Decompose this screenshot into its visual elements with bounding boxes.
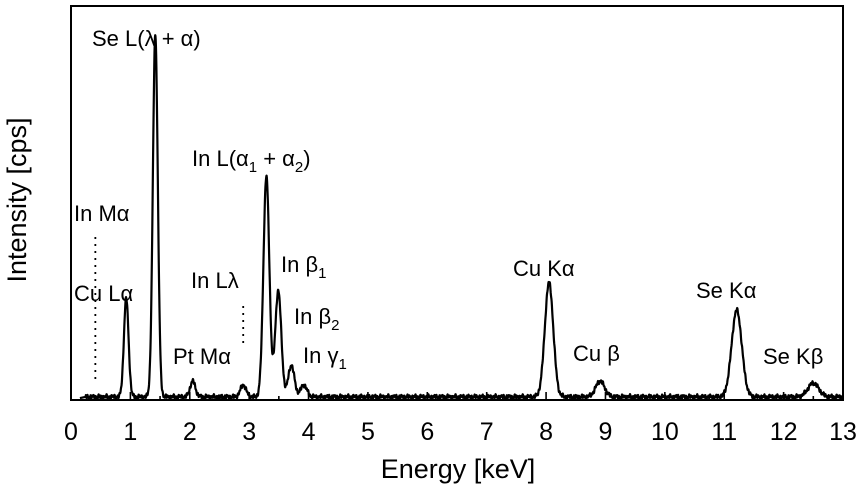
x-tick-label: 8 xyxy=(539,418,553,446)
annot-beta2-sub: 2 xyxy=(331,317,339,334)
x-tick-label: 2 xyxy=(183,418,197,446)
annot-alpha1: α xyxy=(236,146,249,171)
annot-plus2: + xyxy=(257,146,282,171)
x-tick-label: 4 xyxy=(302,418,316,446)
y-axis-title: Intensity [cps] xyxy=(2,117,32,282)
x-tick-label: 12 xyxy=(770,418,798,446)
annot-alpha: α xyxy=(181,26,194,51)
annotation-in-l-alpha1-alpha2: In L(α1 + α2) xyxy=(192,146,311,176)
annot-close: ) xyxy=(193,26,200,51)
x-tick-label: 1 xyxy=(123,418,137,446)
annot-sub-1: 1 xyxy=(249,159,257,176)
annotation-cu-k-alpha: Cu Kα xyxy=(513,256,575,281)
x-tick-label: 11 xyxy=(711,418,737,446)
x-tick-label: 9 xyxy=(599,418,613,446)
annotation-cu-beta: Cu β xyxy=(573,341,620,366)
annotation-in-beta1: In β1 xyxy=(281,252,326,282)
annot-plus: + xyxy=(156,26,181,51)
annot-close2: ) xyxy=(303,146,310,171)
annot-sub-2: 2 xyxy=(295,159,303,176)
annotation-in-beta2: In β2 xyxy=(294,304,339,334)
annotation-in-l-lambda: In Lλ xyxy=(191,268,239,293)
annot-beta1-sub: 1 xyxy=(318,265,326,282)
annot-alpha2: α xyxy=(282,146,295,171)
annotation-in-m-alpha: In Mα xyxy=(74,201,130,226)
annotation-pt-m-alpha: Pt Mα xyxy=(173,344,231,369)
annot-lambda: λ xyxy=(145,26,156,51)
annotation-se-k-beta: Se Kβ xyxy=(763,344,823,369)
x-tick-label: 6 xyxy=(420,418,434,446)
annotation-in-gamma1: In γ1 xyxy=(303,343,347,373)
x-tick-label: 0 xyxy=(64,418,78,446)
annot-se-l-prefix: Se L( xyxy=(92,26,145,51)
x-tick-label: 10 xyxy=(651,418,679,446)
x-tick-label: 3 xyxy=(242,418,256,446)
annotation-cu-l-alpha: Cu Lα xyxy=(74,281,133,306)
annot-gamma1-sub: 1 xyxy=(338,356,346,373)
annotation-se-k-alpha: Se Kα xyxy=(696,278,757,303)
annot-in-l-prefix: In L( xyxy=(192,146,237,171)
plot-area: 0 1 2 3 4 5 6 7 8 9 10 11 12 13 xyxy=(64,5,857,446)
x-tick-label: 13 xyxy=(829,418,857,446)
x-tick-label: 7 xyxy=(480,418,494,446)
spectrum-line xyxy=(79,34,844,401)
x-axis-title: Energy [keV] xyxy=(381,454,536,484)
annotation-se-l-lambda-alpha: Se L(λ + α) xyxy=(92,26,201,51)
x-tick-label: 5 xyxy=(361,418,375,446)
plot-frame xyxy=(70,5,844,401)
